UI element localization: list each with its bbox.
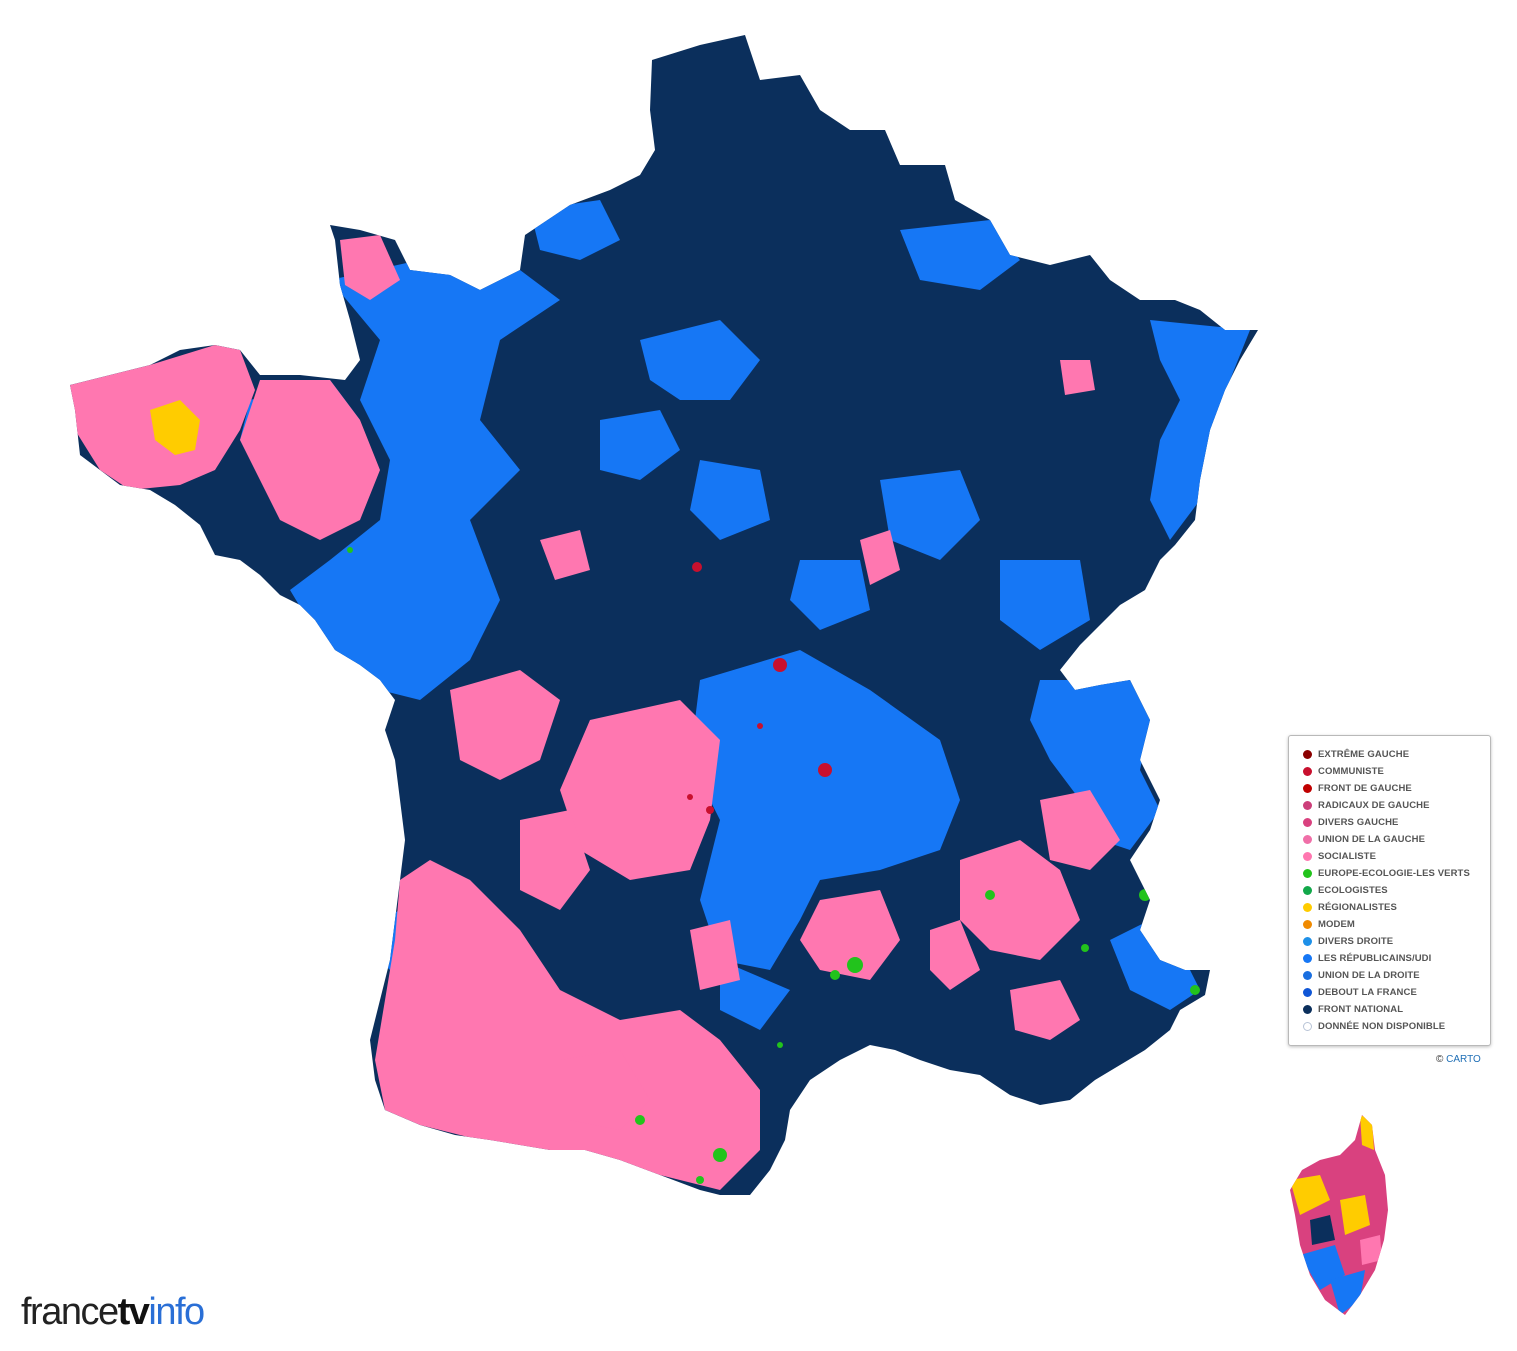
legend-swatch bbox=[1303, 818, 1312, 827]
legend-label: RÉGIONALISTES bbox=[1318, 902, 1397, 913]
corsica[interactable] bbox=[1280, 1110, 1400, 1320]
legend-swatch bbox=[1303, 937, 1312, 946]
zones-communiste bbox=[687, 562, 832, 814]
legend-label: ECOLOGISTES bbox=[1318, 885, 1388, 896]
legend-item: DIVERS GAUCHE bbox=[1303, 814, 1490, 831]
legend-item: DIVERS DROITE bbox=[1303, 933, 1490, 950]
legend-item: COMMUNISTE bbox=[1303, 763, 1490, 780]
legend-item: DONNÉE NON DISPONIBLE bbox=[1303, 1018, 1490, 1035]
legend-item: RADICAUX DE GAUCHE bbox=[1303, 797, 1490, 814]
legend-item: SOCIALISTE bbox=[1303, 848, 1490, 865]
legend-swatch bbox=[1303, 988, 1312, 997]
logo-part-france: france bbox=[21, 1291, 119, 1333]
corsica-zone bbox=[1340, 1195, 1370, 1235]
legend-label: EUROPE-ECOLOGIE-LES VERTS bbox=[1318, 868, 1470, 879]
legend-label: DIVERS DROITE bbox=[1318, 936, 1394, 947]
legend-swatch bbox=[1303, 971, 1312, 980]
legend-label: DEBOUT LA FRANCE bbox=[1318, 987, 1417, 998]
francetvinfo-logo[interactable]: francetvinfo bbox=[21, 1291, 205, 1333]
legend-item: ECOLOGISTES bbox=[1303, 882, 1490, 899]
legend-item: EUROPE-ECOLOGIE-LES VERTS bbox=[1303, 865, 1490, 882]
logo-part-info: info bbox=[148, 1291, 205, 1333]
corsica-zone bbox=[1300, 1245, 1345, 1290]
legend-swatch bbox=[1303, 852, 1312, 861]
legend-label: LES RÉPUBLICAINS/UDI bbox=[1318, 953, 1432, 964]
legend-item: DEBOUT LA FRANCE bbox=[1303, 984, 1490, 1001]
legend-label: RADICAUX DE GAUCHE bbox=[1318, 800, 1430, 811]
legend-swatch bbox=[1303, 1022, 1312, 1031]
zones-ecologie bbox=[347, 547, 1200, 1184]
legend-item: FRONT DE GAUCHE bbox=[1303, 780, 1490, 797]
legend-label: DONNÉE NON DISPONIBLE bbox=[1318, 1021, 1446, 1032]
legend-label: EXTRÊME GAUCHE bbox=[1318, 749, 1410, 760]
legend-swatch bbox=[1303, 886, 1312, 895]
legend-label: FRONT DE GAUCHE bbox=[1318, 783, 1412, 794]
legend-swatch bbox=[1303, 750, 1312, 759]
logo-part-tv: tv bbox=[117, 1291, 150, 1333]
legend-item: FRONT NATIONAL bbox=[1303, 1001, 1490, 1018]
legend-swatch bbox=[1303, 954, 1312, 963]
legend-label: UNION DE LA GAUCHE bbox=[1318, 834, 1426, 845]
corsica-zone bbox=[1330, 1270, 1365, 1315]
map-legend: EXTRÊME GAUCHE COMMUNISTE FRONT DE GAUCHE R… bbox=[1288, 735, 1491, 1046]
legend-item: UNION DE LA DROITE bbox=[1303, 967, 1490, 984]
legend-item: RÉGIONALISTES bbox=[1303, 899, 1490, 916]
legend-label: DIVERS GAUCHE bbox=[1318, 817, 1399, 828]
legend-swatch bbox=[1303, 801, 1312, 810]
carto-link[interactable]: CARTO bbox=[1446, 1054, 1481, 1065]
legend-item: UNION DE LA GAUCHE bbox=[1303, 831, 1490, 848]
legend-item: MODEM bbox=[1303, 916, 1490, 933]
legend-label: COMMUNISTE bbox=[1318, 766, 1384, 777]
copyright-symbol: © bbox=[1436, 1054, 1444, 1065]
corsica-zone bbox=[1360, 1115, 1374, 1150]
corsica-zone bbox=[1290, 1175, 1330, 1215]
legend-swatch bbox=[1303, 903, 1312, 912]
corsica-zone bbox=[1310, 1215, 1335, 1245]
legend-item: LES RÉPUBLICAINS/UDI bbox=[1303, 950, 1490, 967]
legend-label: FRONT NATIONAL bbox=[1318, 1004, 1404, 1015]
legend-swatch bbox=[1303, 920, 1312, 929]
legend-item: EXTRÊME GAUCHE bbox=[1303, 746, 1490, 763]
legend-swatch bbox=[1303, 767, 1312, 776]
zones-regionalistes bbox=[150, 400, 200, 455]
corsica-zone bbox=[1360, 1235, 1382, 1265]
legend-label: SOCIALISTE bbox=[1318, 851, 1377, 862]
attribution: © CARTO bbox=[1436, 1054, 1481, 1065]
legend-swatch bbox=[1303, 784, 1312, 793]
legend-label: UNION DE LA DROITE bbox=[1318, 970, 1420, 981]
legend-label: MODEM bbox=[1318, 919, 1355, 930]
legend-swatch bbox=[1303, 835, 1312, 844]
legend-swatch bbox=[1303, 1005, 1312, 1014]
legend-swatch bbox=[1303, 869, 1312, 878]
